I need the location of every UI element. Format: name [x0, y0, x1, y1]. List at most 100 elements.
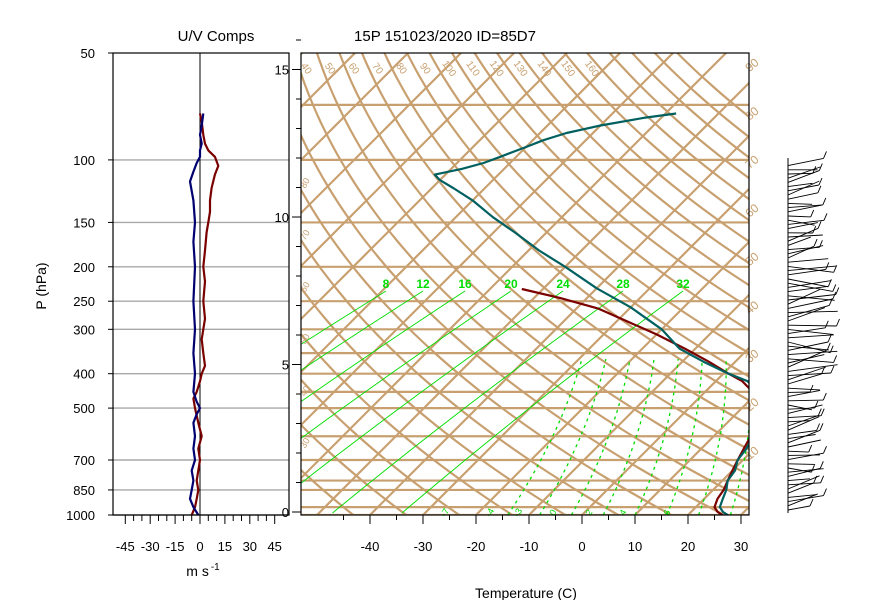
- pressure-tick-label-200: 200: [73, 260, 95, 275]
- mixing-ratio-line-12: [301, 290, 424, 371]
- mixing-ratio-line-20: [301, 290, 512, 439]
- isopleth-label-bottom-6: 6: [661, 508, 672, 517]
- wind-barb-feather: [827, 334, 832, 343]
- temperature-tick-label-20: 20: [681, 539, 695, 554]
- wind-barb: [787, 265, 834, 273]
- isopleth-label-right-80: 80: [742, 104, 761, 124]
- wind-barb-feather: [824, 320, 829, 328]
- wind-barb-feather: [818, 177, 823, 186]
- mixing-ratio-label-24: 24: [556, 277, 570, 291]
- wind-barb: [787, 245, 824, 255]
- wind-barb: [787, 463, 816, 465]
- wind-barb: [787, 366, 827, 381]
- pressure-tick-label-50: 50: [81, 46, 95, 61]
- moist-adiabat: [666, 358, 703, 515]
- mixing-ratio-label-32: 32: [676, 277, 690, 291]
- pressure-tick-label-500: 500: [73, 401, 95, 416]
- wind-barb-feather: [826, 342, 831, 350]
- wind-barb-feather: [823, 488, 827, 496]
- dry-adiabat: [301, 238, 619, 515]
- u-component-line: [190, 113, 220, 516]
- wind-barb: [787, 450, 809, 453]
- wind-barb: [787, 324, 837, 327]
- wind-barb: [787, 389, 821, 398]
- wind-barb: [787, 328, 833, 335]
- wind-barb: [787, 298, 833, 309]
- wind-barb: [787, 387, 820, 391]
- skewt-panel: 15P 151023/2020 ID=85D7 Temperature (C) …: [275, 28, 777, 600]
- isopleth-label-left-70: 70: [298, 228, 312, 242]
- pressure-tick-label-300: 300: [73, 322, 95, 337]
- uv-components-panel: U/V Comps P (hPa) m s -1 5010015020025030…: [33, 28, 290, 579]
- dry-adiabat: [301, 423, 407, 515]
- height-tick-label-15: 15: [275, 63, 289, 78]
- wind-barb: [787, 278, 829, 288]
- temperature-tick-label-10: 10: [628, 539, 642, 554]
- temperature-tick-label--20: -20: [467, 539, 486, 554]
- wind-barb: [787, 341, 831, 354]
- wind-barb-feather: [813, 238, 818, 247]
- wind-barb: [787, 354, 825, 364]
- moist-adiabat: [539, 358, 607, 515]
- uv-axis-unit-label: m s -1: [186, 562, 220, 579]
- mixing-ratio-label-12: 12: [416, 277, 430, 291]
- wind-barb: [787, 416, 820, 431]
- mixing-ratio-line-24: [301, 290, 564, 484]
- wind-barb: [787, 192, 818, 200]
- isopleth-label-left-30: 30: [298, 436, 312, 450]
- isopleth-label-bottom-0: -7: [439, 507, 452, 519]
- isopleth-label-bottom-5: 4: [617, 508, 628, 517]
- temperature-tick-label--40: -40: [361, 539, 380, 554]
- dry-adiabat: [631, 53, 749, 159]
- moist-adiabat: [762, 359, 777, 515]
- wind-barb: [787, 467, 812, 473]
- wind-barb: [787, 404, 823, 414]
- dry-adiabat: [301, 286, 566, 515]
- dry-adiabat: [473, 53, 749, 309]
- wind-barb-feather: [832, 291, 837, 300]
- dry-adiabat: [301, 468, 354, 515]
- isopleth-label-right-30: 30: [742, 346, 761, 366]
- wind-barb: [787, 345, 829, 351]
- mixing-ratio-label-20: 20: [504, 277, 518, 291]
- v-component-line: [188, 113, 205, 516]
- mixing-ratio-line-32: [401, 290, 684, 514]
- dry-adiabat: [301, 70, 749, 503]
- wind-barb: [787, 482, 821, 486]
- dry-adiabat: [451, 53, 749, 332]
- wind-barb: [787, 404, 812, 411]
- isopleth-label-bottom-4: 2: [583, 508, 594, 517]
- pressure-tick-label-150: 150: [73, 215, 95, 230]
- wind-barb: [787, 304, 830, 318]
- sounding-profiles: [433, 112, 749, 515]
- skewt-panel-frame: [300, 52, 750, 516]
- wind-barb: [787, 478, 810, 482]
- mixing-ratio-label-28: 28: [616, 277, 630, 291]
- wind-barb: [787, 493, 818, 507]
- isotherm: [301, 53, 727, 480]
- dry-adiabat: [383, 53, 749, 402]
- wind-barb-feather: [822, 392, 827, 401]
- wind-barb: [787, 415, 822, 419]
- dry-adiabat: [315, 53, 749, 477]
- uv-axis-unit-exponent: -1: [211, 562, 220, 573]
- isotherm: [301, 53, 462, 215]
- wind-barbs: [787, 151, 840, 513]
- wind-barb-feather: [809, 498, 814, 507]
- wind-barb: [787, 327, 826, 335]
- wind-barb-feather: [836, 318, 840, 327]
- wind-barb-feather: [808, 444, 813, 453]
- wind-barb-feather: [812, 225, 817, 234]
- uv-tick-label-15: 15: [218, 539, 232, 554]
- wind-barb: [787, 307, 826, 322]
- pressure-tick-label-100: 100: [73, 153, 95, 168]
- wind-barb: [787, 372, 831, 377]
- height-tick-label-0: 0: [282, 505, 289, 520]
- dry-adiabat: [496, 53, 749, 287]
- wind-barb-feather: [817, 185, 822, 193]
- wind-barb: [787, 310, 838, 314]
- wind-barb: [787, 350, 838, 356]
- wind-barb: [787, 373, 822, 385]
- moist-adiabat: [634, 358, 679, 515]
